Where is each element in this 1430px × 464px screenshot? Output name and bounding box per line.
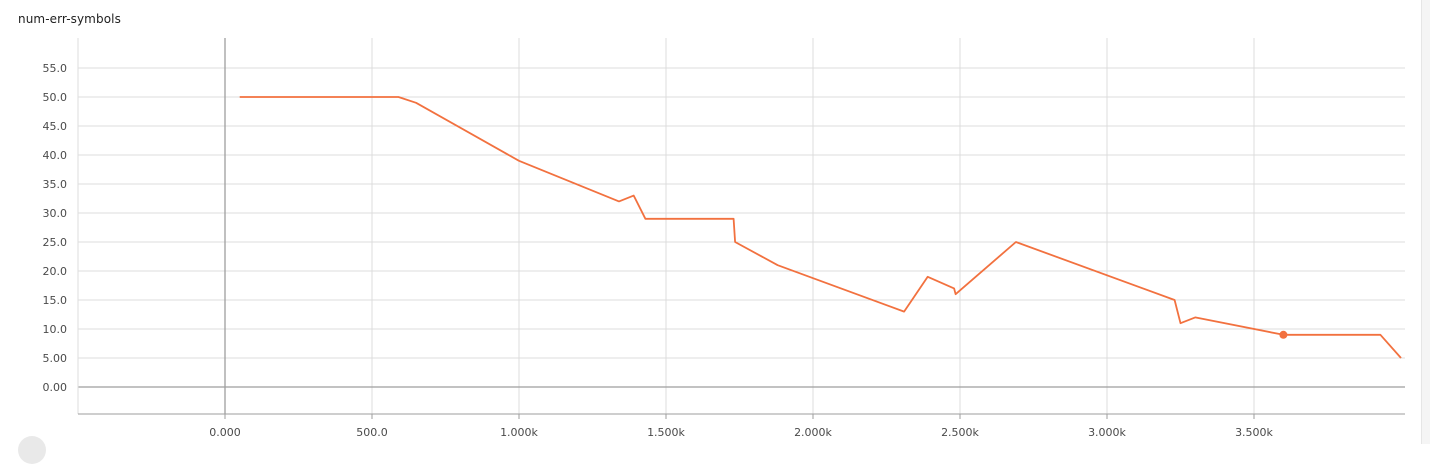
highlight-point[interactable] [1279, 330, 1288, 339]
chart-title: num-err-symbols [18, 12, 121, 26]
line-chart[interactable]: 0.00 5.00 10.0 15.0 20.0 25.0 30.0 35.0 40.0 45.0… [0, 0, 1430, 444]
y-tick-label: 5.00 [43, 352, 68, 365]
y-tick-label: 0.00 [43, 381, 68, 394]
series-line[interactable] [239, 96, 1402, 359]
y-tick-label: 45.0 [43, 120, 68, 133]
x-tick-label: 3.500k [1235, 426, 1273, 439]
x-tick-label: 1.500k [647, 426, 685, 439]
x-tick-label: 1.000k [500, 426, 538, 439]
chart-action-button[interactable] [18, 436, 46, 464]
vertical-scrollbar[interactable] [1421, 0, 1430, 444]
x-tick-label: 2.000k [794, 426, 832, 439]
x-tick-label: 500.0 [356, 426, 388, 439]
x-tick-label: 0.000 [209, 426, 241, 439]
y-tick-label: 20.0 [43, 265, 68, 278]
x-tick-label: 2.500k [941, 426, 979, 439]
y-tick-label: 55.0 [43, 62, 68, 75]
x-tick-label: 3.000k [1088, 426, 1126, 439]
y-tick-label: 30.0 [43, 207, 68, 220]
y-tick-label: 25.0 [43, 236, 68, 249]
y-tick-label: 10.0 [43, 323, 68, 336]
y-tick-label: 35.0 [43, 178, 68, 191]
y-tick-label: 50.0 [43, 91, 68, 104]
y-tick-label: 40.0 [43, 149, 68, 162]
y-tick-label: 15.0 [43, 294, 68, 307]
